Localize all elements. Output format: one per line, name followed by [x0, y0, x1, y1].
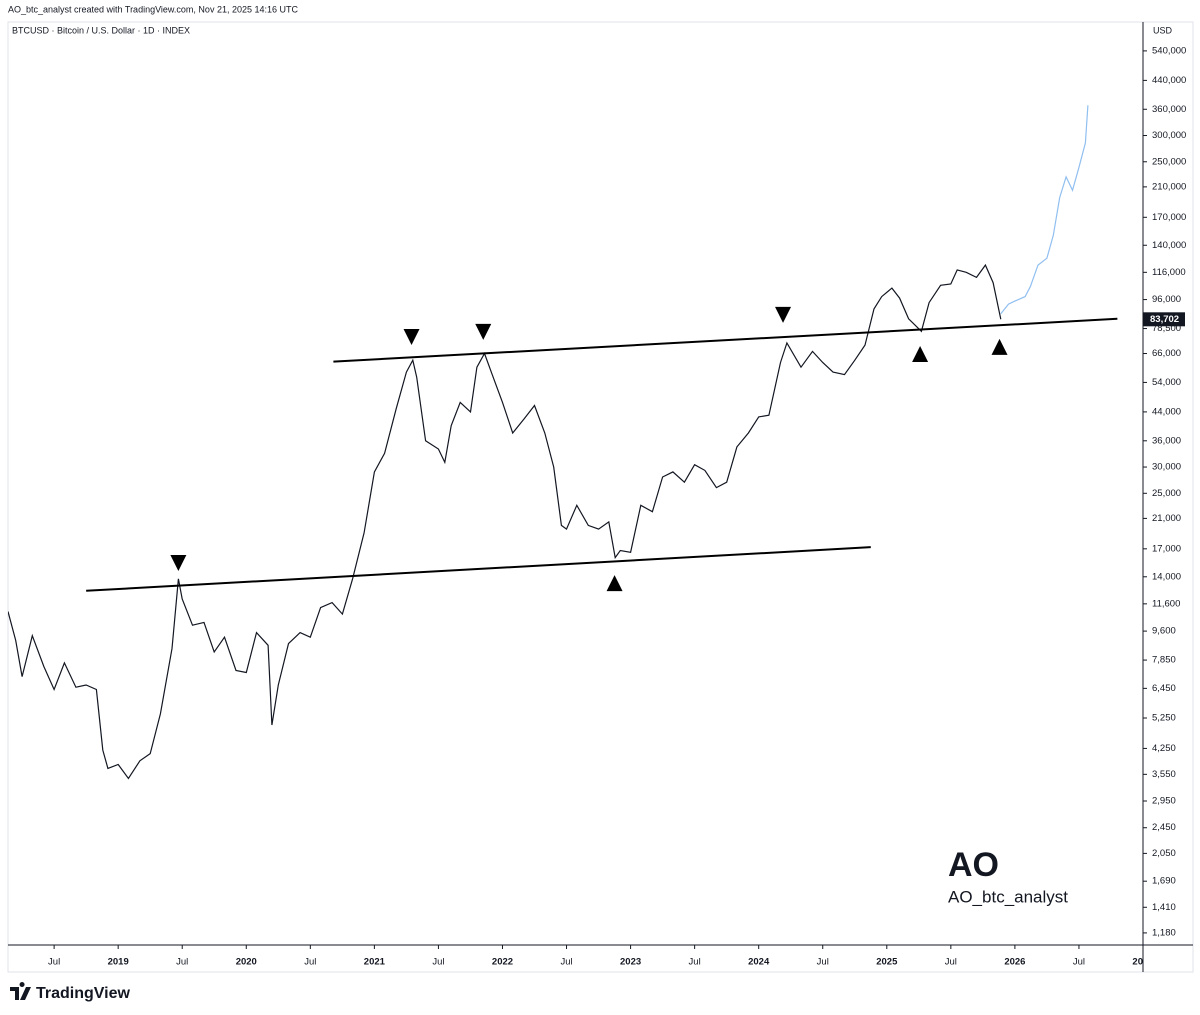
y-tick-label: 2,050	[1152, 848, 1176, 859]
chart-title: BTCUSD · Bitcoin / U.S. Dollar · 1D · IN…	[12, 25, 190, 35]
y-tick-label: 116,000	[1152, 267, 1186, 278]
x-tick-label: 2023	[620, 957, 641, 968]
x-tick-label: Jul	[689, 957, 701, 968]
y-tick-label: 1,180	[1152, 927, 1176, 938]
marker	[606, 575, 623, 592]
y-tick-label: 5,250	[1152, 713, 1176, 724]
y-tick-label: 7,850	[1152, 655, 1176, 666]
y-tick-label: 2,950	[1152, 796, 1176, 807]
x-tick-label: 2025	[876, 957, 898, 968]
x-tick-label: Jul	[1073, 957, 1085, 968]
x-tick-label: Jul	[817, 957, 829, 968]
y-axis-label: USD	[1153, 25, 1173, 35]
x-tick-label: 2027	[1132, 957, 1153, 968]
trendline	[86, 546, 871, 592]
trendline	[333, 317, 1118, 363]
y-tick-label: 44,000	[1152, 406, 1181, 417]
last-price-tag	[1143, 312, 1185, 327]
footer-brand: TradingView	[36, 985, 131, 1002]
y-tick-label: 9,600	[1152, 626, 1176, 637]
y-tick-label: 25,000	[1152, 488, 1181, 499]
y-tick-label: 140,000	[1152, 240, 1186, 251]
y-tick-label: 3,550	[1152, 769, 1176, 780]
watermark-subtitle: AO_btc_analyst	[948, 887, 1068, 906]
y-tick-label: 78,500	[1152, 323, 1181, 334]
x-tick-label: Jul	[432, 957, 444, 968]
x-tick-label: 2021	[364, 957, 386, 968]
x-tick-label: 2026	[1004, 957, 1025, 968]
x-tick-label: 2022	[492, 957, 513, 968]
y-tick-label: 1,690	[1152, 876, 1176, 887]
y-tick-label: 250,000	[1152, 156, 1186, 167]
x-tick-label: 2024	[748, 957, 770, 968]
logo	[10, 982, 31, 1000]
marker	[775, 306, 792, 323]
y-tick-label: 36,000	[1152, 435, 1181, 446]
y-tick-label: 440,000	[1152, 75, 1186, 86]
price-line	[8, 263, 1002, 780]
marker	[912, 345, 929, 362]
y-tick-label: 540,000	[1152, 45, 1186, 56]
y-tick-label: 360,000	[1152, 104, 1186, 115]
y-tick-label: 54,000	[1152, 377, 1181, 388]
marker	[403, 329, 420, 346]
y-tick-label: 170,000	[1152, 212, 1186, 223]
y-tick-label: 4,250	[1152, 743, 1176, 754]
y-tick-label: 96,000	[1152, 294, 1181, 305]
plot-area	[8, 105, 1118, 780]
marker	[991, 338, 1008, 355]
frame	[7, 21, 1194, 973]
x-axis: Jul 2019 Jul 2020 Jul 2021 Jul 2022 Jul 2023 Jul 20…	[48, 945, 1153, 968]
last-price-label: 83,702	[1150, 314, 1179, 325]
y-tick-label: 21,000	[1152, 513, 1181, 524]
price-line	[1000, 105, 1089, 315]
x-tick-label: 2019	[108, 957, 129, 968]
marker	[475, 323, 492, 340]
y-tick-label: 17,000	[1152, 543, 1181, 554]
x-tick-label: Jul	[945, 957, 957, 968]
y-tick-label: 6,450	[1152, 683, 1176, 694]
y-tick-label: 30,000	[1152, 462, 1181, 473]
y-tick-label: 66,000	[1152, 348, 1181, 359]
y-tick-label: 11,600	[1152, 598, 1180, 609]
y-tick-label: 14,000	[1152, 571, 1181, 582]
watermark-title: AO	[948, 846, 999, 884]
x-tick-label: Jul	[304, 957, 316, 968]
x-tick-label: Jul	[176, 957, 188, 968]
y-tick-label: 1,410	[1152, 902, 1176, 913]
y-tick-label: 210,000	[1152, 181, 1186, 192]
y-tick-label: 2,450	[1152, 822, 1176, 833]
header: AO_btc_analyst created with TradingView.…	[8, 4, 298, 14]
y-tick-label: 300,000	[1152, 130, 1186, 141]
marker	[170, 555, 187, 572]
x-tick-label: 2020	[236, 957, 257, 968]
x-tick-label: Jul	[560, 957, 572, 968]
x-tick-label: Jul	[48, 957, 60, 968]
